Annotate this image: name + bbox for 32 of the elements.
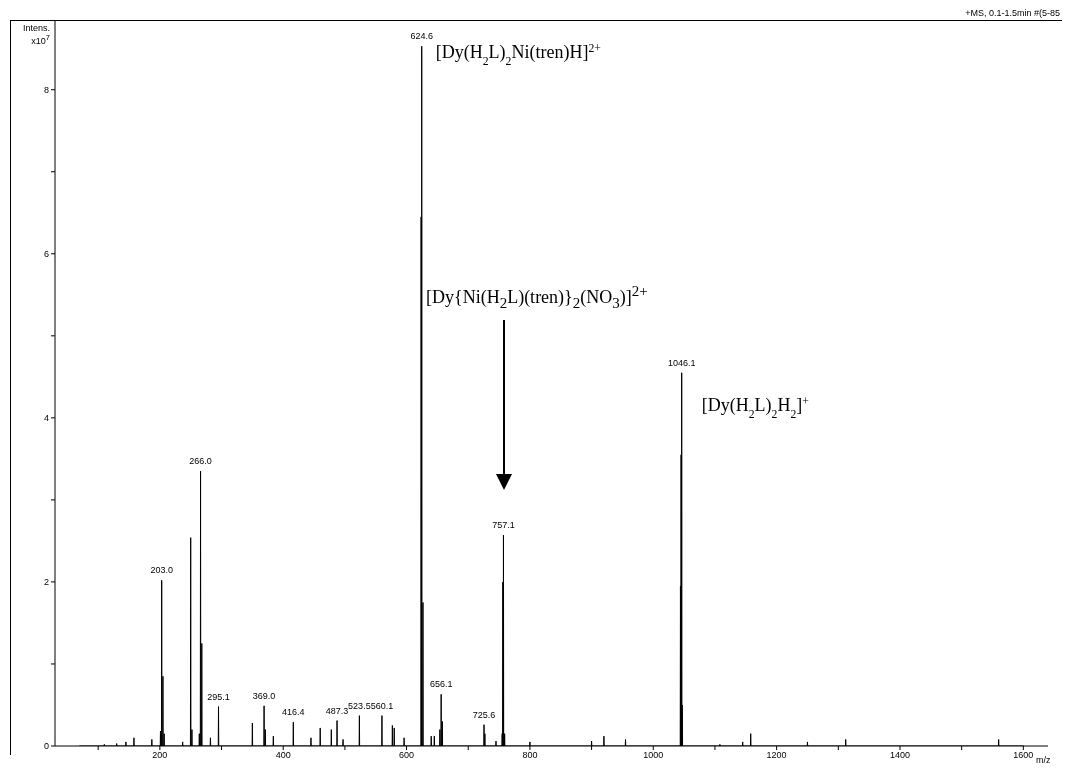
annotation: 1046.1 xyxy=(667,357,696,368)
text: +MS, 0.1-1.5min #(5-85 xyxy=(965,8,1060,18)
annotation: [Dy(H$_{2}$L)$_{2}$Ni(tren)H]$^{2+}$ xyxy=(435,41,602,68)
annotation: 295.1 xyxy=(207,691,230,702)
annotation: [Dy(H$_{2}$L)$_{2}$H$_{2}$]$^{+}$ xyxy=(701,394,810,421)
y-axis-title: Intens. x10$^{7}$ xyxy=(21,23,50,46)
annotation: 523.5 xyxy=(348,700,371,711)
y-tick-label: 4 xyxy=(43,413,49,424)
annotation: [Dy{Ni(H$_{2}$L)(tren)}$_{2}$(NO$_{3}$)]$^{2+}$ xyxy=(426,282,648,313)
x-tick-label: 400 xyxy=(275,750,291,761)
x-tick-label: 800 xyxy=(522,750,538,761)
x-tick-label: 200 xyxy=(152,750,168,761)
y-tick-label: 0 xyxy=(43,741,49,752)
x-tick-label: 1000 xyxy=(643,750,664,761)
x-tick-label: 1600 xyxy=(1013,750,1034,761)
annotation: 656.1 xyxy=(429,679,453,690)
x-tick-label: 1200 xyxy=(766,750,787,761)
y-tick-label: 6 xyxy=(43,248,49,259)
annotation: 369.0 xyxy=(252,690,276,701)
annotation: 725.6 xyxy=(472,709,496,720)
annotation: 266.0 xyxy=(189,456,212,467)
annotation: 757.1 xyxy=(492,520,515,531)
y-tick-label: 2 xyxy=(43,577,49,588)
x-tick-label: 1400 xyxy=(889,750,910,761)
x-axis-title: m/z xyxy=(1036,755,1051,765)
annotation: 203.0 xyxy=(150,565,173,576)
y-tick-label: 8 xyxy=(43,84,49,95)
x-tick-label: 600 xyxy=(399,750,415,761)
annotation: 560.1 xyxy=(370,700,394,711)
annotation: 416.4 xyxy=(282,707,305,718)
annotation: 487.3 xyxy=(325,705,349,716)
annotation: 624.6 xyxy=(410,31,433,42)
